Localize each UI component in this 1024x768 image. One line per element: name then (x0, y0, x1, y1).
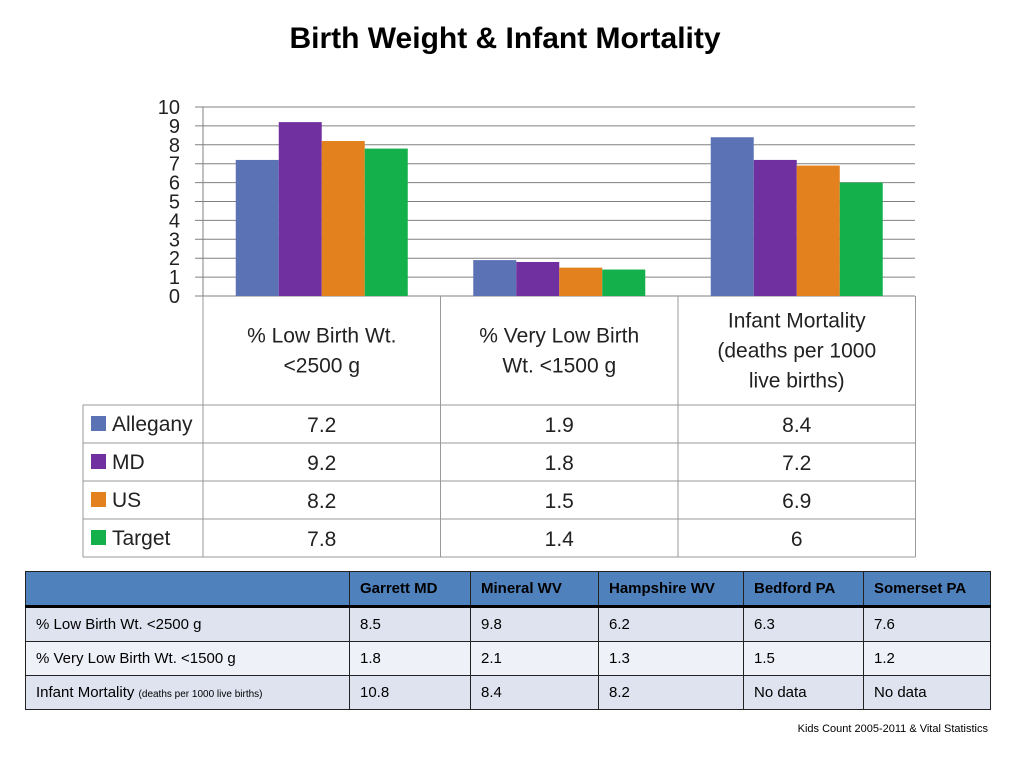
table-cell: 7.6 (863, 606, 991, 642)
table-cell: 6.2 (598, 606, 744, 642)
table-cell: 1.3 (598, 641, 744, 676)
data-label: 1.4 (545, 528, 575, 551)
bar-target-0 (364, 148, 408, 296)
bar-md-1 (516, 261, 560, 296)
table-header-row: Garrett MD Mineral WV Hampshire WV Bedfo… (25, 571, 991, 608)
row-label-note: (deaths per 1000 live births) (138, 689, 263, 700)
header-cell-blank (25, 571, 350, 608)
table-cell: 1.8 (349, 641, 471, 676)
data-label: 6.9 (782, 490, 811, 513)
legend-label-us: US (112, 489, 141, 512)
y-tick-label: 6 (169, 173, 180, 195)
table-cell: 8.2 (598, 675, 744, 710)
table-row: % Low Birth Wt. <2500 g 8.5 9.8 6.2 6.3 … (25, 606, 991, 642)
data-label: 8.4 (782, 414, 812, 437)
bar-md-0 (278, 122, 322, 297)
header-garrett: Garrett MD (349, 571, 471, 608)
table-cell: 1.5 (743, 641, 864, 676)
bar-target-1 (602, 269, 646, 296)
y-tick-label: 5 (169, 192, 180, 214)
header-mineral: Mineral WV (470, 571, 599, 608)
y-tick-label: 9 (169, 116, 180, 138)
slide-title: Birth Weight & Infant Mortality (289, 22, 721, 55)
y-tick-label: 2 (169, 248, 180, 270)
y-tick-label: 8 (169, 135, 180, 157)
source-note: Kids Count 2005-2011 & Vital Statistics (797, 723, 988, 735)
category-label: % Very Low Birth (479, 325, 639, 348)
y-tick-label: 4 (169, 210, 180, 232)
header-somerset: Somerset PA (863, 571, 991, 608)
y-tick-label: 7 (169, 154, 180, 176)
bar-us-1 (559, 267, 603, 296)
data-label: 1.5 (545, 490, 574, 513)
category-label: Infant Mortality (728, 310, 866, 333)
table-row: Infant Mortality (deaths per 1000 live b… (25, 675, 991, 710)
header-bedford: Bedford PA (743, 571, 864, 608)
legend-swatch-us (91, 492, 106, 507)
category-label: <2500 g (284, 355, 361, 378)
bar-us-2 (796, 165, 840, 296)
row-label: % Low Birth Wt. <2500 g (25, 606, 350, 642)
y-tick-label: 3 (169, 229, 180, 251)
row-label-main: Infant Mortality (36, 684, 135, 701)
legend-label-target: Target (112, 527, 171, 550)
data-label: 6 (791, 528, 803, 551)
table-cell: 8.4 (470, 675, 599, 710)
data-label: 1.8 (545, 452, 574, 475)
bar-allegany-1 (473, 260, 517, 296)
legend-swatch-allegany (91, 416, 106, 431)
data-label: 7.8 (307, 528, 336, 551)
bar-allegany-0 (235, 159, 279, 296)
data-label: 7.2 (782, 452, 811, 475)
bar-target-2 (839, 182, 883, 296)
legend-swatch-target (91, 530, 106, 545)
data-label: 7.2 (307, 414, 336, 437)
table-cell: No data (863, 675, 991, 710)
category-label: Wt. <1500 g (502, 355, 616, 378)
bar-allegany-2 (710, 137, 754, 296)
header-hampshire: Hampshire WV (598, 571, 744, 608)
bar-md-2 (753, 159, 797, 296)
table-cell: 1.2 (863, 641, 991, 676)
row-label: Infant Mortality (deaths per 1000 live b… (25, 675, 350, 710)
y-tick-label: 1 (169, 267, 180, 289)
table-cell: 2.1 (470, 641, 599, 676)
table-cell: No data (743, 675, 864, 710)
category-label: % Low Birth Wt. (247, 325, 396, 348)
regional-data-table: Garrett MD Mineral WV Hampshire WV Bedfo… (25, 571, 991, 710)
table-cell: 9.8 (470, 606, 599, 642)
category-label: live births) (749, 370, 845, 393)
bar-us-0 (321, 141, 365, 296)
legend-swatch-md (91, 454, 106, 469)
category-label: (deaths per 1000 (717, 340, 876, 363)
y-tick-label: 10 (158, 97, 180, 119)
table-row: % Very Low Birth Wt. <1500 g 1.8 2.1 1.3… (25, 641, 991, 676)
y-tick-label: 0 (169, 286, 180, 308)
table-cell: 8.5 (349, 606, 471, 642)
data-label: 9.2 (307, 452, 336, 475)
legend-label-md: MD (112, 451, 145, 474)
table-cell: 10.8 (349, 675, 471, 710)
data-label: 1.9 (545, 414, 574, 437)
row-label: % Very Low Birth Wt. <1500 g (25, 641, 350, 676)
table-cell: 6.3 (743, 606, 864, 642)
data-label: 8.2 (307, 490, 336, 513)
legend-label-allegany: Allegany (112, 413, 193, 436)
